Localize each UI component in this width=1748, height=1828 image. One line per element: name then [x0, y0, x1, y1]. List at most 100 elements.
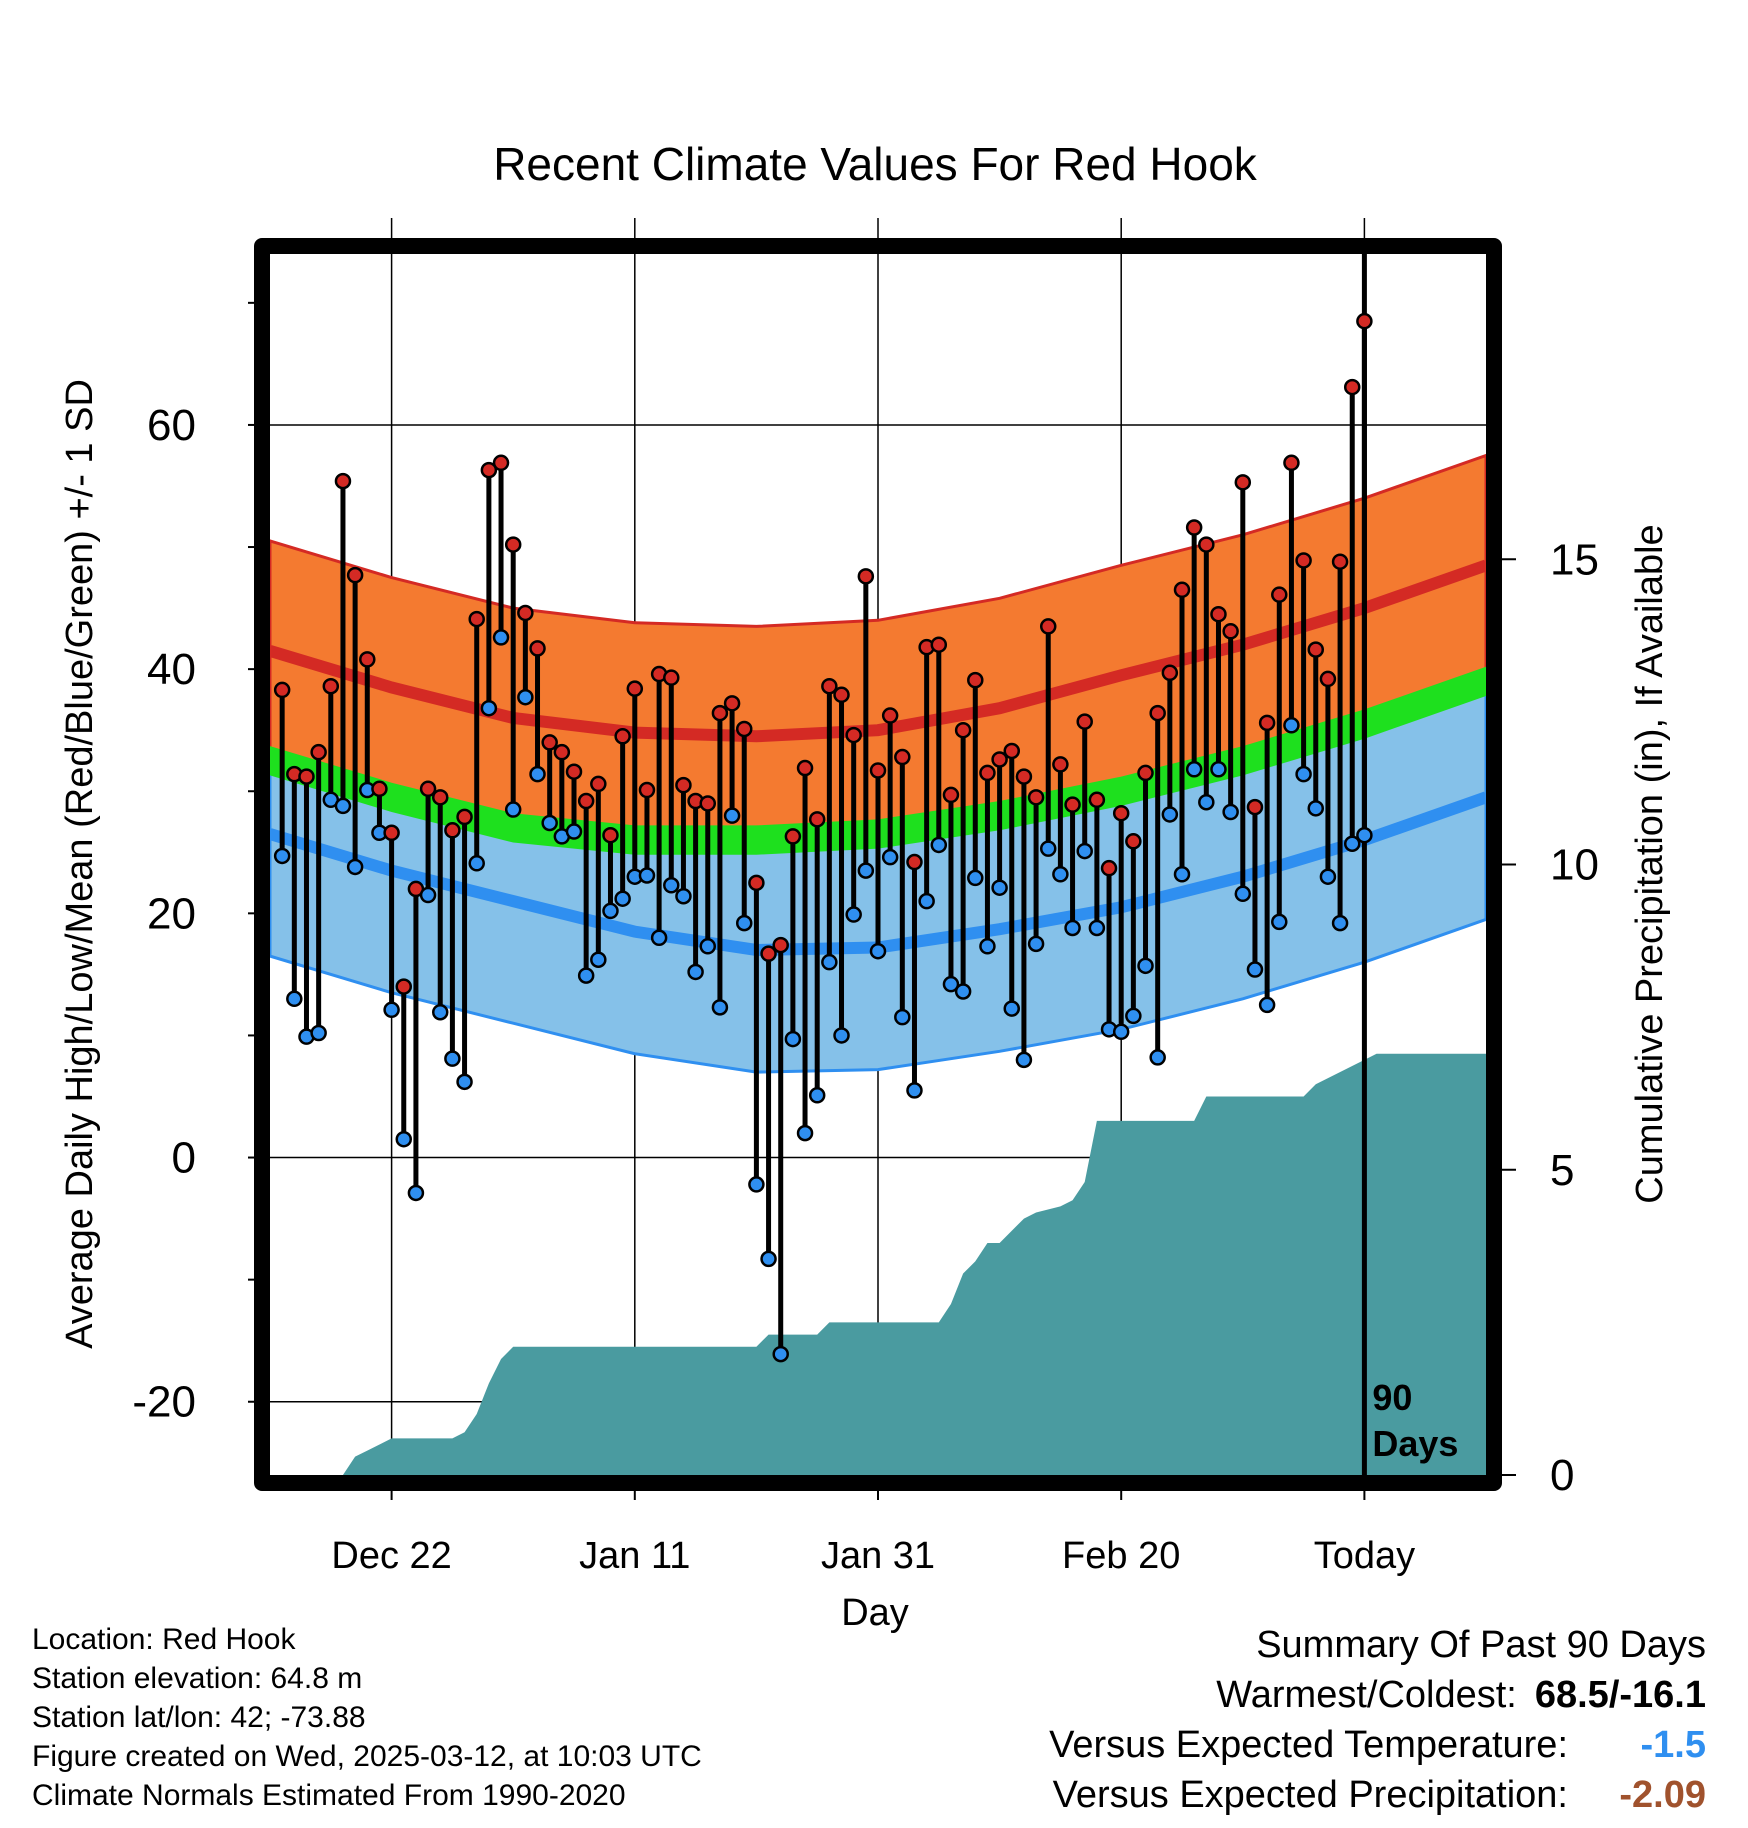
high-point	[784, 828, 802, 845]
low-point	[1343, 835, 1361, 852]
high-point	[431, 789, 449, 806]
high-point	[991, 751, 1008, 768]
low-point	[760, 1250, 777, 1268]
low-point	[1064, 919, 1081, 937]
high-point	[967, 671, 984, 689]
high-point	[772, 936, 789, 954]
low-point	[687, 963, 704, 981]
low-point	[845, 906, 862, 923]
low-point	[1185, 761, 1203, 778]
low-point	[1137, 957, 1154, 975]
low-point	[1307, 800, 1325, 817]
high-point	[334, 472, 352, 490]
y-tick-label: 20	[147, 889, 196, 938]
today-marker-label: 90	[1372, 1377, 1412, 1418]
high-point	[626, 680, 644, 697]
high-point	[638, 781, 656, 799]
low-point	[796, 1124, 814, 1142]
high-point	[310, 743, 327, 761]
station-info: Location: Red Hook Station elevation: 64…	[32, 1620, 702, 1815]
low-point	[906, 1082, 923, 1099]
high-point	[1076, 713, 1093, 730]
x-tick-label: Feb 20	[1062, 1535, 1180, 1577]
high-point	[1112, 804, 1130, 822]
high-point	[1088, 791, 1106, 809]
high-point	[675, 776, 692, 794]
high-normal-line	[268, 559, 1488, 743]
high-point	[541, 734, 558, 751]
warm-cold-value: 68.5/-16.1	[1534, 1674, 1706, 1716]
high-point	[1003, 742, 1021, 760]
low-point	[1173, 866, 1191, 883]
created-text: Figure created on Wed, 2025-03-12, at 10…	[32, 1740, 702, 1773]
low-point	[1331, 914, 1349, 932]
low-point	[346, 858, 364, 876]
low-point	[492, 629, 510, 646]
low-point	[699, 938, 717, 955]
y-tick-label: 40	[147, 645, 196, 694]
low-point	[1246, 961, 1264, 978]
high-point	[1185, 519, 1203, 536]
low-point	[1112, 1023, 1130, 1041]
low-point	[967, 869, 984, 887]
high-point	[419, 780, 437, 798]
warm-cold-label: Warmest/Coldest:	[1216, 1674, 1517, 1716]
high-point	[808, 811, 826, 828]
low-point	[1258, 996, 1276, 1014]
low-point	[286, 990, 303, 1008]
low-point	[991, 879, 1008, 896]
low-point	[1319, 868, 1337, 885]
high-point	[906, 853, 923, 871]
high-point	[1100, 859, 1118, 877]
low-point	[1125, 1007, 1142, 1025]
y-tick-label: 60	[147, 401, 196, 450]
y-axis-label: Average Daily High/Low/Mean (Red/Blue/Gr…	[59, 379, 101, 1349]
summary-precip-row: Versus Expected Precipitation: -2.09	[1049, 1770, 1706, 1820]
y2-axis-label: Cumulative Precipitation (in), If Availa…	[1629, 524, 1671, 1203]
low-point	[772, 1345, 789, 1363]
y-tick-label: -20	[132, 1378, 196, 1427]
high-point	[796, 759, 814, 777]
high-point	[1149, 704, 1166, 722]
precip-departure-value: -2.09	[1619, 1774, 1706, 1816]
summary-temp-row: Versus Expected Temperature: -1.5	[1049, 1720, 1706, 1770]
high-point	[1319, 670, 1337, 688]
today-marker-label: Days	[1372, 1423, 1458, 1464]
high-point	[979, 764, 996, 782]
x-tick-label: Dec 22	[331, 1535, 451, 1577]
high-point	[468, 610, 485, 628]
high-point	[1210, 605, 1227, 623]
high-point	[1356, 312, 1373, 330]
high-point	[663, 669, 680, 686]
low-point	[942, 975, 960, 993]
low-point	[881, 848, 899, 866]
x-axis-label: Day	[841, 1592, 909, 1634]
low-point	[1039, 840, 1057, 857]
low-point	[748, 1176, 765, 1193]
high-point	[1246, 798, 1264, 816]
normals-text: Climate Normals Estimated From 1990-2020	[32, 1779, 626, 1812]
low-point	[334, 797, 352, 815]
low-point	[1027, 935, 1045, 953]
location-text: Location: Red Hook	[32, 1623, 296, 1656]
low-point	[480, 699, 498, 717]
high-point	[1222, 623, 1239, 640]
high-point	[735, 720, 753, 738]
low-point	[784, 1030, 802, 1048]
low-point	[979, 938, 996, 955]
y-tick-label: 0	[172, 1134, 196, 1183]
high-point	[881, 707, 899, 724]
low-point	[395, 1130, 413, 1148]
high-point	[1027, 789, 1045, 806]
high-point	[590, 775, 607, 793]
low-point	[577, 967, 595, 984]
high-point	[760, 945, 777, 962]
x-tick-label: Jan 31	[821, 1535, 935, 1577]
high-point	[1052, 756, 1069, 773]
high-point	[1307, 641, 1325, 658]
temp-departure-value: -1.5	[1640, 1724, 1706, 1766]
high-point	[1271, 586, 1288, 603]
high-point	[444, 822, 461, 839]
high-point	[383, 824, 400, 842]
low-point	[638, 867, 656, 884]
